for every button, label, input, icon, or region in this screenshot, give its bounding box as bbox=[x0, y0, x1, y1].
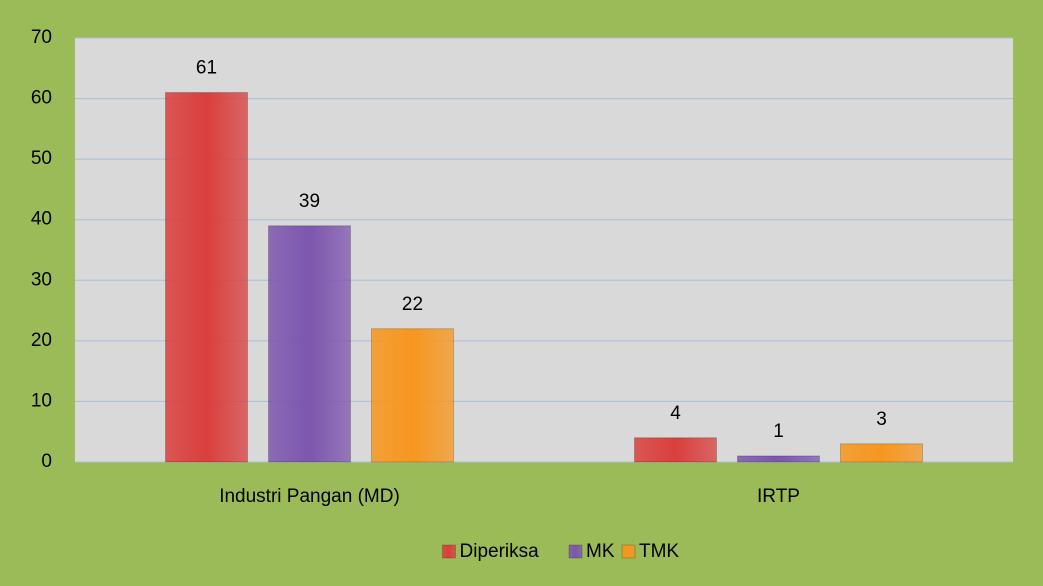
bar bbox=[268, 225, 351, 463]
bar bbox=[737, 455, 820, 463]
y-tick-label: 70 bbox=[31, 27, 52, 48]
legend-swatch bbox=[568, 544, 583, 559]
bar bbox=[634, 437, 717, 463]
x-tick-label: IRTP bbox=[757, 486, 800, 507]
legend-swatch bbox=[621, 544, 636, 559]
y-tick-label: 0 bbox=[41, 451, 52, 472]
legend-label: MK bbox=[586, 541, 615, 562]
data-label: 61 bbox=[196, 58, 217, 79]
legend-swatch bbox=[442, 544, 456, 559]
data-label: 3 bbox=[876, 409, 887, 430]
x-tick-label: Industri Pangan (MD) bbox=[219, 486, 400, 507]
y-tick-label: 20 bbox=[31, 330, 52, 351]
data-label: 1 bbox=[773, 421, 784, 442]
y-tick-label: 40 bbox=[31, 209, 52, 230]
data-label: 4 bbox=[670, 403, 681, 424]
bar bbox=[371, 328, 454, 463]
y-tick-label: 60 bbox=[31, 88, 52, 109]
legend-label: TMK bbox=[639, 541, 679, 562]
bar bbox=[165, 92, 248, 463]
data-label: 22 bbox=[402, 294, 423, 315]
legend-label: Diperiksa bbox=[460, 541, 540, 562]
y-tick-label: 10 bbox=[31, 390, 52, 411]
y-tick-label: 30 bbox=[31, 269, 52, 290]
bar bbox=[840, 443, 923, 463]
data-label: 39 bbox=[299, 191, 320, 212]
y-tick-label: 50 bbox=[31, 148, 52, 169]
